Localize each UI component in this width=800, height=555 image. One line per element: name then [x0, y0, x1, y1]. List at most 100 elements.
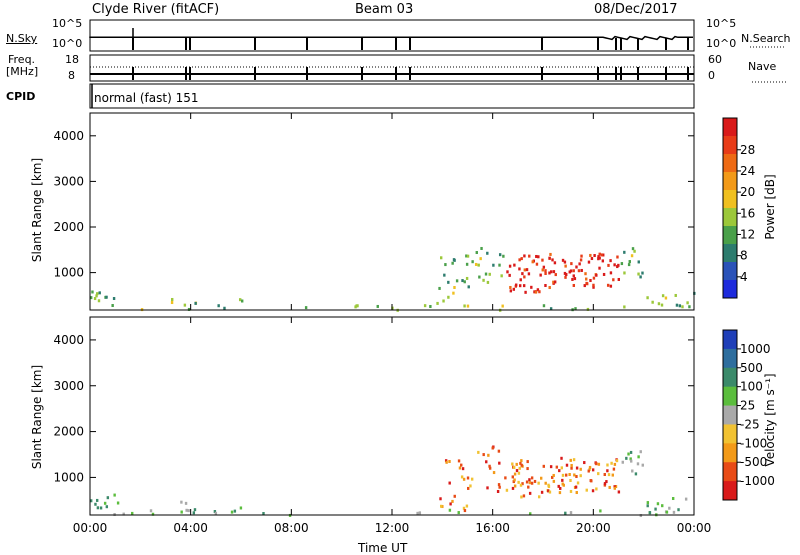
power-cell: [534, 290, 538, 294]
velocity-cell: [568, 473, 571, 477]
power-cell: [521, 272, 524, 276]
power-cell: [583, 284, 586, 288]
power-cell: [475, 251, 478, 255]
nave-label: Nave: [748, 60, 777, 73]
x-tick-label: 00:00: [677, 521, 712, 535]
velocity-colorbar-swatch: [723, 386, 737, 407]
velocity-cell: [491, 446, 494, 450]
power-cell: [535, 254, 538, 258]
velocity-cell: [122, 512, 125, 516]
power-cell: [528, 254, 531, 258]
power-cell: [657, 302, 661, 306]
velocity-colorbar-swatch: [723, 348, 737, 369]
power-cell: [606, 283, 610, 287]
nsearch-tick-bottom: 10^0: [706, 37, 737, 50]
velocity-cell: [540, 490, 544, 494]
power-cell: [623, 250, 626, 254]
power-cell: [463, 304, 466, 308]
power-cell: [533, 290, 536, 294]
power-colorbar-swatch: [723, 262, 737, 281]
velocity-cell: [537, 495, 541, 499]
power-cell: [589, 278, 592, 282]
velocity-cell: [555, 465, 559, 469]
velocity-cell: [606, 469, 609, 473]
velocity-cell: [656, 502, 660, 506]
velocity-cell: [517, 471, 521, 475]
power-cell: [439, 256, 443, 260]
beam-title: Beam 03: [355, 2, 414, 17]
velocity-cell: [572, 458, 576, 462]
velocity-cell: [151, 512, 155, 516]
power-cell: [194, 301, 197, 305]
power-cell: [549, 252, 552, 256]
velocity-cell: [613, 486, 616, 490]
velocity-cell: [654, 507, 657, 511]
power-cell: [661, 294, 665, 298]
velocity-cell: [575, 466, 579, 470]
power-cell: [544, 269, 547, 273]
nsky-trace: [89, 35, 693, 41]
power-cell: [580, 254, 583, 258]
power-cell: [584, 272, 587, 276]
velocity-cell: [467, 486, 470, 490]
velocity-cell: [520, 463, 523, 467]
velocity-cell: [105, 505, 109, 509]
power-colorbar-tick-label: 8: [740, 249, 748, 263]
velocity-cell: [569, 489, 573, 493]
velocity-cell: [561, 478, 564, 482]
velocity-cell: [511, 486, 515, 490]
velocity-cell: [487, 453, 490, 457]
nave-tick-bottom: 0: [708, 69, 715, 82]
velocity-cell: [96, 506, 100, 510]
power-cell: [105, 295, 108, 299]
velocity-cell: [521, 482, 524, 486]
power-cell: [95, 294, 98, 298]
power-colorbar-swatch: [723, 154, 737, 173]
velocity-cell: [579, 474, 582, 478]
velocity-colorbar-swatch: [723, 443, 737, 463]
power-cell: [563, 271, 567, 275]
velocity-cell: [193, 508, 197, 512]
power-cell: [686, 301, 689, 305]
power-cell: [355, 304, 358, 308]
power-cell: [620, 262, 624, 266]
velocity-ytick-label: 4000: [53, 333, 84, 347]
velocity-cell: [444, 459, 448, 463]
power-cell: [465, 254, 468, 258]
velocity-cell: [448, 508, 452, 512]
velocity-colorbar-frame: [722, 329, 738, 501]
power-cell: [538, 290, 541, 294]
x-tick-label: 16:00: [475, 521, 510, 535]
power-cell: [477, 263, 480, 267]
power-cell: [96, 292, 99, 296]
velocity-cell: [528, 481, 532, 485]
velocity-cell: [560, 456, 563, 460]
power-cell: [592, 276, 596, 280]
velocity-ytick-label: 1000: [53, 470, 84, 484]
velocity-cell: [180, 510, 183, 514]
velocity-cell: [665, 510, 669, 514]
power-cell: [509, 285, 512, 289]
power-cell: [549, 307, 553, 311]
power-cell: [587, 260, 591, 264]
velocity-cell: [606, 463, 609, 467]
velocity-cell: [684, 497, 688, 501]
velocity-cell: [465, 504, 469, 508]
velocity-cell: [185, 508, 188, 512]
velocity-ylabel: Slant Range [km]: [30, 364, 44, 470]
power-cell: [520, 257, 523, 261]
velocity-cell: [517, 480, 520, 484]
velocity-cell: [537, 481, 540, 485]
freq-tick-top: 18: [65, 53, 79, 66]
power-cell: [639, 275, 642, 279]
power-cell: [217, 304, 220, 308]
velocity-cell: [515, 462, 518, 466]
velocity-cell: [552, 473, 555, 477]
velocity-cell: [504, 476, 507, 480]
velocity-cell: [453, 494, 456, 498]
velocity-colorbar-tick-label: 500: [740, 361, 763, 375]
power-cell: [616, 265, 619, 269]
power-cell: [600, 253, 604, 257]
power-cell: [465, 262, 469, 266]
velocity-cell: [661, 504, 664, 508]
